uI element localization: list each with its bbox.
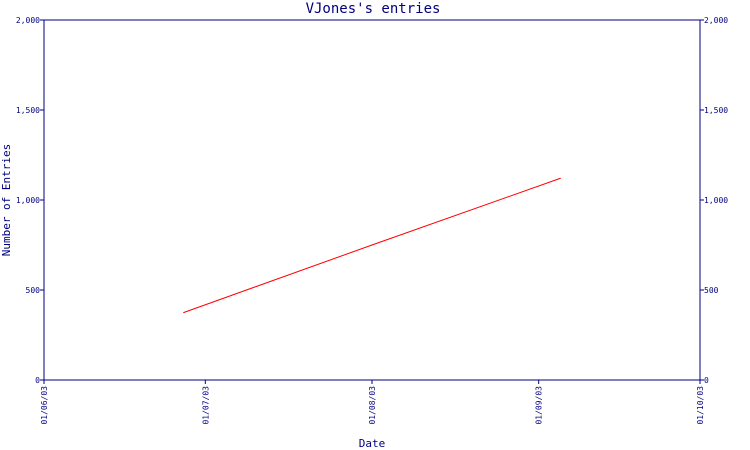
plot-area-frame <box>43 19 701 381</box>
x-tick-label: 01/08/03 <box>368 386 377 425</box>
data-point <box>183 311 185 314</box>
x-tick-label: 01/06/03 <box>40 386 49 425</box>
data-point <box>559 177 561 179</box>
y-tick-label-left: 0 <box>35 376 40 385</box>
y-axis-right: 0 500 1,000 1,500 2,000 <box>700 16 728 385</box>
y-tick-label-right: 2,000 <box>704 16 728 25</box>
y-tick-label-right: 500 <box>704 286 719 295</box>
y-axis-left: 0 500 1,000 1,500 2,000 <box>16 16 44 385</box>
y-tick-label-left: 500 <box>26 286 41 295</box>
y-axis-title: Number of Entries <box>0 144 13 257</box>
x-tick-label: 01/09/03 <box>535 386 544 425</box>
y-tick-label-right: 0 <box>704 376 709 385</box>
chart-title: VJones's entries <box>306 1 441 17</box>
x-tick-label: 01/10/03 <box>696 386 705 425</box>
y-tick-label-left: 1,000 <box>16 196 40 205</box>
x-tick-label: 01/07/03 <box>201 386 210 425</box>
y-tick-label-right: 1,500 <box>704 106 728 115</box>
y-tick-label-right: 1,000 <box>704 196 728 205</box>
y-tick-label-left: 2,000 <box>16 16 40 25</box>
series-layer <box>183 177 561 314</box>
x-axis-title: Date <box>359 437 386 450</box>
y-tick-label-left: 1,500 <box>16 106 40 115</box>
x-axis: 01/06/03 01/07/03 01/08/03 01/09/03 01/10/03 <box>40 380 705 425</box>
data-point <box>371 244 373 246</box>
